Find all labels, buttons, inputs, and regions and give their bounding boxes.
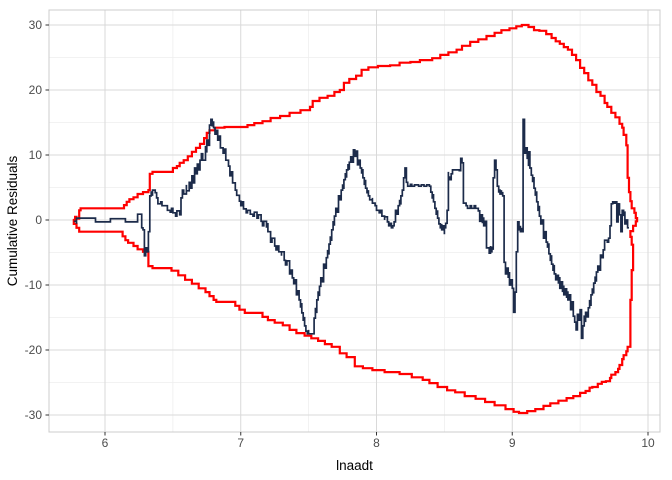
x-tick-label: 8 [373, 436, 380, 450]
x-tick-label: 6 [102, 436, 109, 450]
y-tick-label: -10 [25, 278, 43, 292]
simulation-envelope-line [72, 23, 639, 415]
panel-border [48, 9, 661, 433]
y-tick-label: -30 [25, 408, 43, 422]
y-tick-label: 30 [29, 18, 43, 32]
grid-minor [49, 10, 660, 432]
axis-ticks [45, 24, 649, 436]
y-tick-label: 0 [35, 213, 42, 227]
plot-panel [49, 10, 660, 432]
y-tick-label: 20 [29, 83, 43, 97]
grid-major [49, 10, 660, 432]
y-tick-label: 10 [29, 148, 43, 162]
x-axis-title: lnaadt [336, 458, 373, 473]
x-tick-label: 10 [641, 436, 655, 450]
y-axis-title: Cumulative Residuals [5, 155, 20, 286]
y-tick-label: -20 [25, 343, 43, 357]
x-tick-label: 7 [237, 436, 244, 450]
x-tick-label: 9 [509, 436, 516, 450]
cumulative-residuals-line [73, 118, 629, 340]
